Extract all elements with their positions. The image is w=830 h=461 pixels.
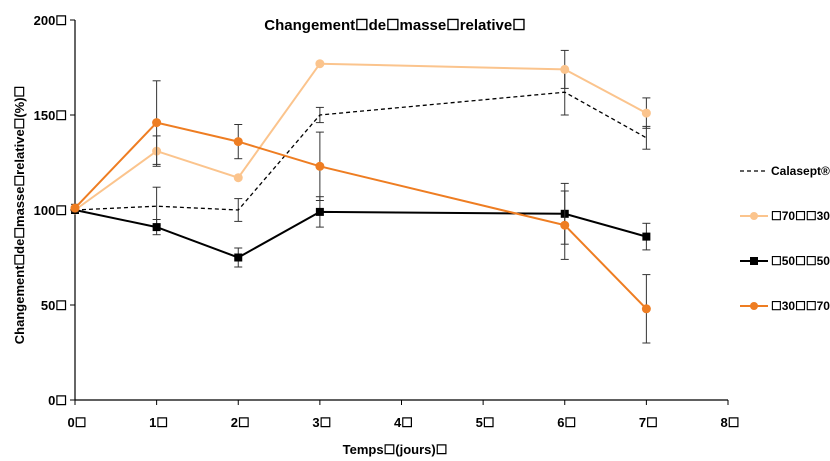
x-tick-label: 1☐ [149, 415, 168, 430]
y-axis-label: Changement☐de☐masse☐relative☐(%)☐ [12, 86, 27, 344]
chart-title: Changement☐de☐masse☐relative☐ [264, 17, 525, 34]
series-line [74, 121, 648, 310]
y-tick-label: 200☐ [34, 13, 67, 28]
data-point [642, 232, 651, 241]
x-tick-label: 4☐ [394, 415, 413, 430]
x-tick-label: 0☐ [68, 415, 87, 430]
series-line [74, 62, 647, 211]
x-tick-label: 2☐ [231, 415, 250, 430]
series-line [74, 91, 647, 211]
x-tick-label: 6☐ [557, 415, 576, 430]
legend-marker [750, 257, 758, 265]
plot-area [70, 49, 651, 344]
x-tick-label: 3☐ [312, 415, 331, 430]
data-point [315, 161, 325, 171]
legend-label: ☐30☐☐70☐ [771, 299, 830, 313]
legend-label: ☐70☐☐30☐ [771, 209, 830, 223]
data-point [641, 304, 651, 314]
data-point [233, 137, 243, 147]
data-point [560, 220, 570, 230]
tick-labels: 0☐ 50☐ 100☐ 150☐ 200☐ 0☐ 1☐ 2☐ 3☐ 4☐ 5☐ 6☐ 7☐ 8☐ [34, 13, 740, 430]
x-tick-label: 7☐ [639, 415, 658, 430]
series-2 [70, 49, 651, 215]
data-point [152, 118, 162, 128]
legend-label: Calasept®☐ [771, 164, 830, 178]
legend-label: ☐50☐☐50☐ [771, 254, 830, 268]
y-tick-label: 150☐ [34, 108, 67, 123]
series-line [74, 209, 647, 259]
data-point [152, 223, 161, 232]
x-tick-label: 8☐ [721, 415, 740, 430]
y-tick-label: 0☐ [48, 393, 67, 408]
legend-marker [750, 212, 758, 220]
x-tick-label: 5☐ [476, 415, 495, 430]
legend: Calasept®☐ ☐70☐☐30☐ ☐50☐☐50☐ ☐30☐☐70☐ [740, 164, 830, 313]
legend-marker [750, 302, 758, 310]
series-4 [70, 80, 651, 344]
x-axis-label: Temps☐(jours)☐ [343, 442, 448, 457]
data-point [641, 108, 651, 118]
y-tick-label: 50☐ [41, 298, 67, 313]
data-point [234, 253, 243, 262]
data-point [70, 203, 80, 213]
data-point [315, 59, 325, 69]
data-point [315, 207, 324, 216]
data-point [560, 64, 570, 74]
series-1 [74, 68, 651, 226]
y-tick-label: 100☐ [34, 203, 67, 218]
data-point [233, 173, 243, 183]
